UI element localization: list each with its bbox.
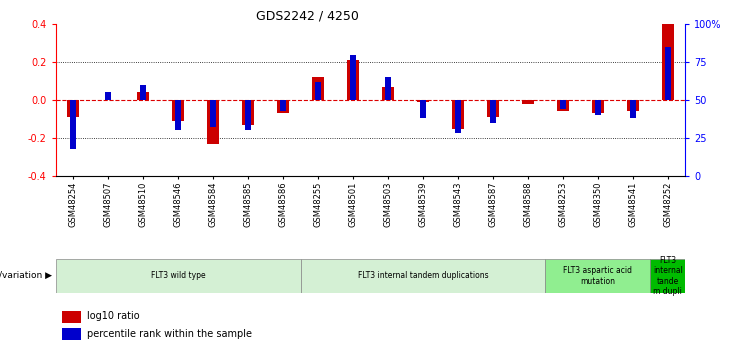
Title: GDS2242 / 4250: GDS2242 / 4250 xyxy=(256,10,359,23)
Bar xyxy=(62,328,81,340)
Bar xyxy=(350,55,356,100)
Text: FLT3
internal
tande
m dupli: FLT3 internal tande m dupli xyxy=(653,256,683,296)
Bar xyxy=(245,100,250,130)
Bar xyxy=(141,85,146,100)
Bar xyxy=(70,100,76,149)
Text: genotype/variation ▶: genotype/variation ▶ xyxy=(0,272,52,280)
Text: FLT3 aspartic acid
mutation: FLT3 aspartic acid mutation xyxy=(563,266,633,286)
Bar xyxy=(176,100,181,130)
Text: FLT3 internal tandem duplications: FLT3 internal tandem duplications xyxy=(358,272,488,280)
Bar xyxy=(277,100,289,113)
Bar xyxy=(385,77,391,100)
Bar xyxy=(105,92,110,100)
Bar xyxy=(452,100,464,128)
Bar xyxy=(417,100,429,102)
Bar xyxy=(67,100,79,117)
Bar xyxy=(545,259,651,293)
Bar xyxy=(627,100,639,111)
Bar xyxy=(242,100,254,125)
Bar xyxy=(347,60,359,100)
Bar xyxy=(662,24,674,100)
Bar xyxy=(665,47,671,100)
Bar xyxy=(522,100,534,104)
Bar xyxy=(456,100,461,134)
Text: percentile rank within the sample: percentile rank within the sample xyxy=(87,329,252,338)
Bar xyxy=(312,77,324,100)
Bar xyxy=(592,100,604,113)
Bar xyxy=(556,100,569,111)
Text: FLT3 wild type: FLT3 wild type xyxy=(150,272,205,280)
Bar xyxy=(280,100,285,111)
Bar xyxy=(210,100,216,127)
Bar xyxy=(420,100,425,118)
Bar xyxy=(560,100,565,109)
Bar xyxy=(301,259,545,293)
Bar xyxy=(382,87,394,100)
Bar xyxy=(487,100,499,117)
Bar xyxy=(56,259,301,293)
Bar xyxy=(631,100,636,118)
Bar xyxy=(172,100,185,121)
Bar xyxy=(316,82,321,100)
Bar xyxy=(651,259,685,293)
Bar xyxy=(491,100,496,123)
Bar xyxy=(62,310,81,323)
Bar xyxy=(595,100,600,115)
Bar xyxy=(137,92,149,100)
Text: log10 ratio: log10 ratio xyxy=(87,312,140,321)
Bar xyxy=(207,100,219,144)
